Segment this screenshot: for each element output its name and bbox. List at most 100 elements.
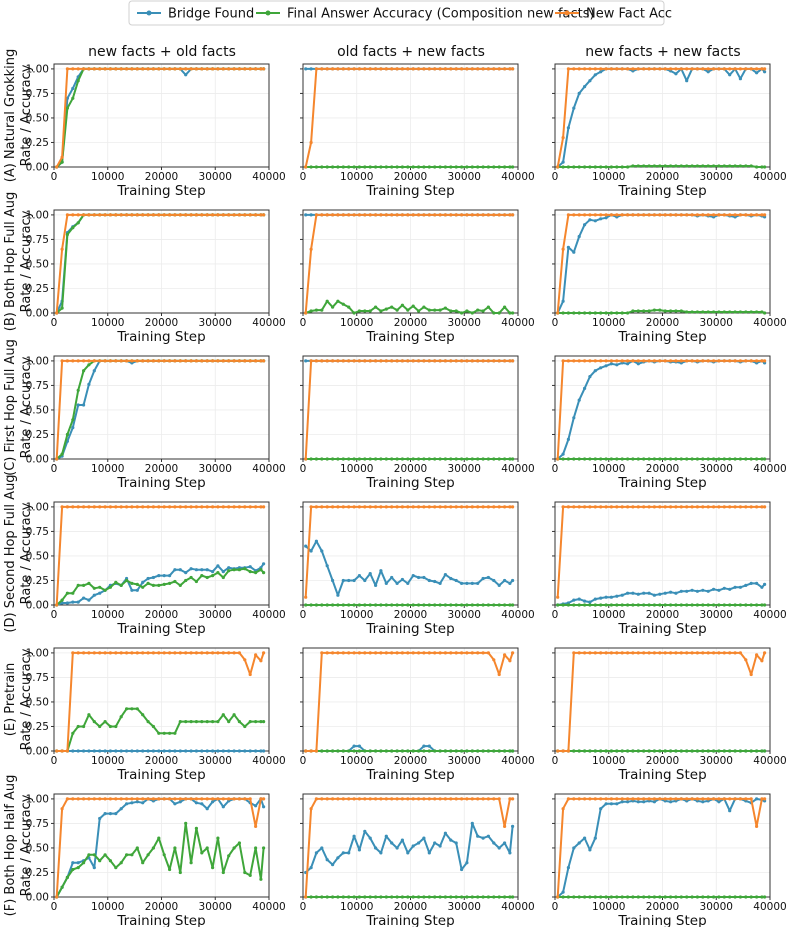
point-newfact [695, 213, 700, 217]
point-newfact [508, 67, 512, 71]
point-newfact [454, 213, 458, 217]
point-newfact [309, 247, 313, 251]
point-newfact [65, 359, 69, 363]
point-newfact [695, 359, 700, 363]
point-newfact [433, 651, 437, 655]
point-bridge [728, 587, 732, 591]
x-tick-label: 10000 [91, 609, 124, 621]
point-final [556, 603, 560, 607]
point-newfact [476, 213, 480, 217]
point-final [406, 457, 410, 461]
point-newfact [583, 213, 587, 217]
point-newfact [304, 595, 308, 599]
point-newfact [320, 67, 324, 71]
point-newfact [363, 651, 367, 655]
y-tick-label: 0.50 [26, 696, 49, 708]
point-final [701, 603, 705, 607]
point-newfact [92, 505, 96, 509]
point-final [374, 165, 378, 169]
point-bridge [92, 593, 96, 597]
point-newfact [593, 505, 597, 509]
point-bridge [604, 595, 608, 599]
point-bridge [620, 593, 624, 597]
point-newfact [384, 797, 388, 801]
point-final [443, 165, 447, 169]
point-final [411, 895, 415, 899]
point-newfact [599, 797, 603, 801]
point-final [674, 457, 678, 461]
point-final [685, 749, 689, 753]
point-bridge [510, 824, 515, 829]
point-newfact [82, 213, 86, 217]
point-final [449, 895, 453, 899]
point-bridge [755, 797, 759, 801]
x-tick-label: 30000 [448, 463, 481, 475]
point-final [760, 749, 764, 753]
point-final [65, 432, 69, 437]
column-title-2: old facts + new facts [337, 44, 485, 60]
series-line-bridge [305, 822, 514, 874]
point-newfact [379, 359, 383, 363]
point-final [712, 164, 716, 168]
point-bridge [205, 568, 209, 572]
panel: 0 10000 20000 30000 400000.000.250.500.751.0… [26, 63, 286, 199]
point-newfact [141, 505, 145, 509]
point-newfact [347, 505, 351, 509]
x-axis-label: Training Step [617, 621, 706, 637]
point-bridge [588, 848, 592, 852]
point-final [341, 749, 345, 753]
point-final [309, 165, 313, 169]
point-newfact [141, 213, 145, 217]
row-label: (A) Natural Grokking [3, 49, 18, 183]
point-newfact [631, 213, 635, 217]
point-newfact [151, 651, 155, 655]
point-newfact [119, 797, 123, 801]
point-newfact [331, 359, 335, 363]
point-bridge [722, 586, 726, 590]
point-bridge [583, 85, 587, 89]
legend-marker-newfact [564, 10, 570, 16]
point-newfact [71, 651, 75, 655]
point-bridge [384, 581, 388, 586]
point-newfact [647, 213, 651, 217]
point-final [588, 603, 592, 607]
y-tick-label: 0.25 [26, 283, 49, 295]
point-newfact [679, 359, 683, 363]
point-final [384, 457, 388, 461]
point-final [411, 603, 415, 607]
x-tick-label: 40000 [252, 901, 285, 913]
x-tick-label: 30000 [700, 755, 733, 767]
point-newfact [216, 67, 220, 71]
point-final [125, 853, 129, 857]
point-final [108, 724, 112, 729]
point-bridge [205, 749, 209, 753]
point-newfact [87, 797, 91, 801]
point-newfact [259, 359, 263, 363]
point-final [577, 603, 581, 607]
x-tick-label: 0 [552, 901, 559, 913]
point-final [476, 749, 480, 753]
point-bridge [76, 403, 80, 407]
point-final [690, 895, 694, 899]
x-tick-label: 40000 [753, 609, 786, 621]
point-newfact [200, 213, 204, 217]
y-tick-label: 0.75 [26, 380, 49, 392]
x-axis-label: Training Step [617, 183, 706, 199]
point-final [588, 165, 592, 169]
point-final [336, 299, 340, 303]
point-final [379, 165, 383, 169]
legend-box [128, 0, 665, 26]
point-final [76, 388, 80, 392]
point-newfact [211, 359, 215, 363]
point-newfact [221, 651, 225, 655]
x-tick-label: 20000 [646, 317, 679, 329]
point-bridge [561, 890, 565, 894]
point-newfact [588, 651, 592, 655]
x-tick-label: 0 [300, 609, 307, 621]
point-final [357, 309, 361, 313]
x-tick-label: 20000 [394, 171, 427, 183]
point-final [194, 579, 198, 584]
point-final [449, 309, 453, 313]
point-final [679, 309, 683, 313]
y-tick-label: 0.75 [26, 672, 49, 684]
